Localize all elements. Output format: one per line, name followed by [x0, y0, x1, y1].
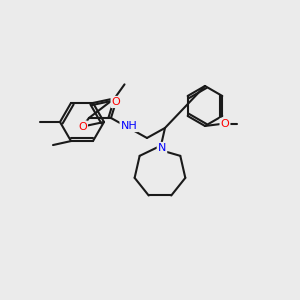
Text: O: O: [220, 119, 229, 129]
Text: NH: NH: [121, 121, 137, 131]
Text: N: N: [158, 143, 166, 153]
Text: O: O: [78, 122, 87, 132]
Text: O: O: [112, 97, 120, 107]
